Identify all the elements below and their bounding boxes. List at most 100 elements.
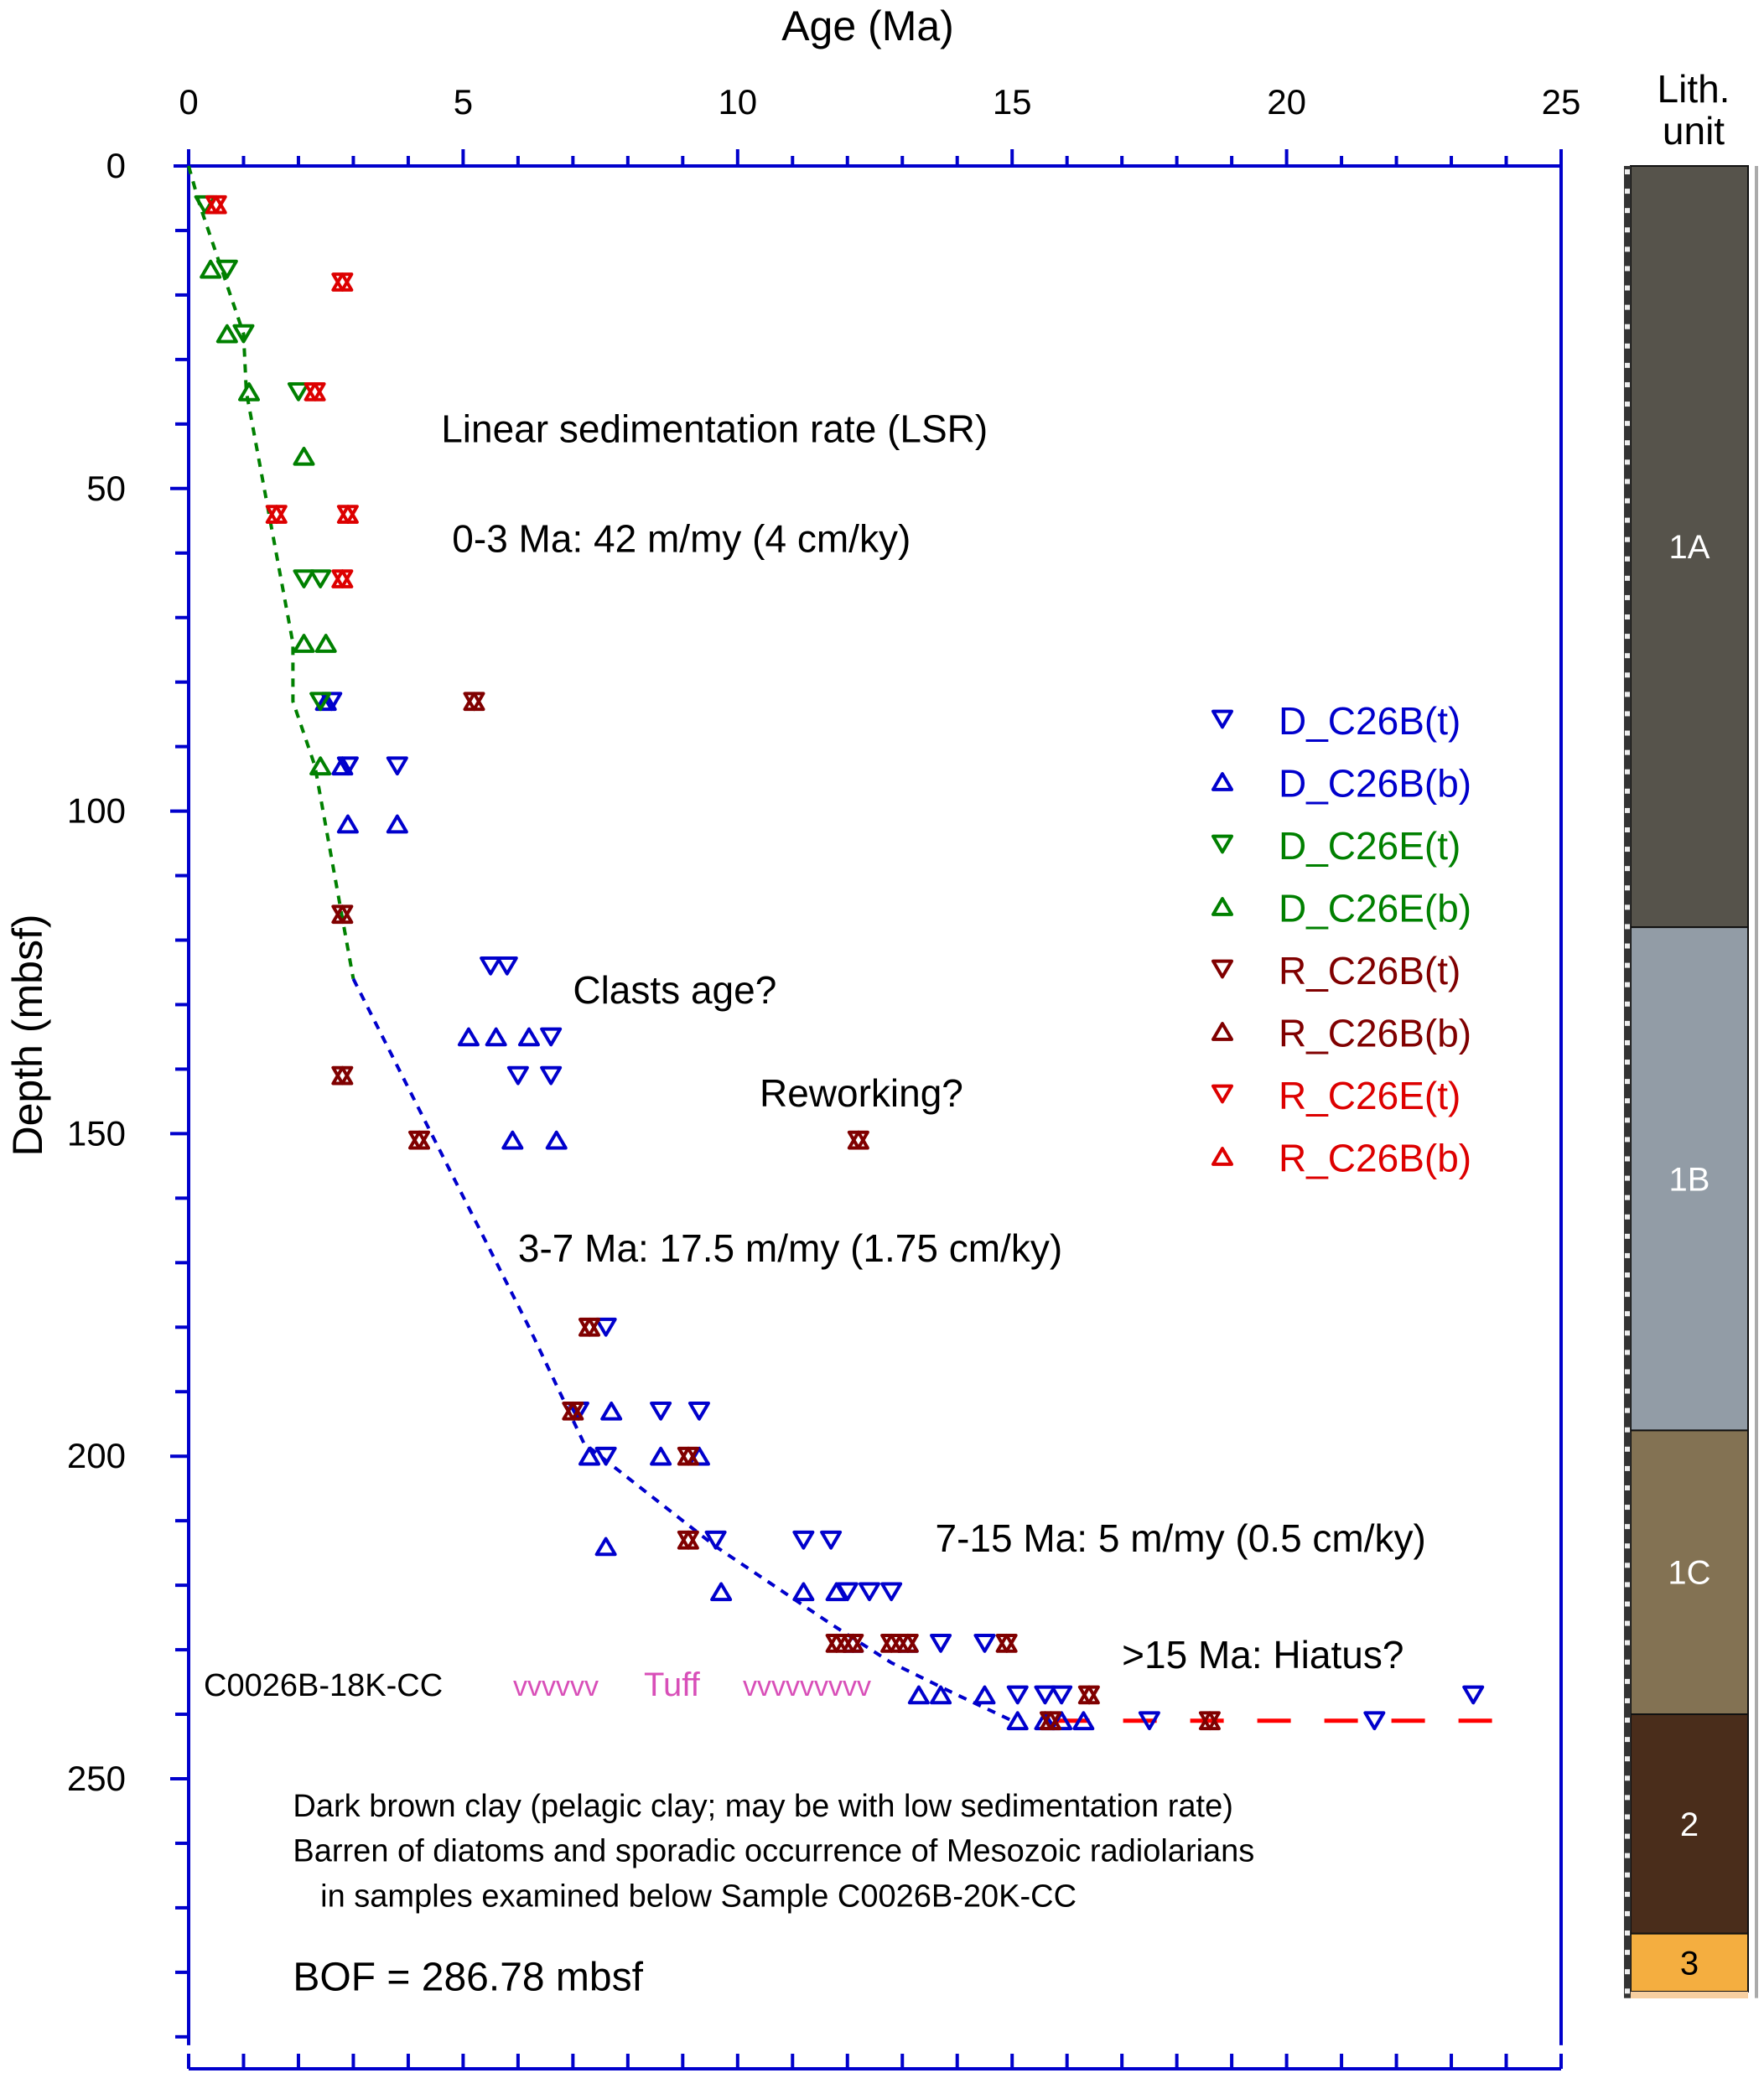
- lithology-scale-tick: [1625, 440, 1630, 446]
- lithology-scale-tick: [1625, 1292, 1630, 1298]
- x-tick-label: 20: [1267, 82, 1306, 122]
- lithology-scale-tick: [1625, 1117, 1630, 1123]
- lithology-scale-tick: [1625, 1659, 1630, 1665]
- lithology-scale-tick: [1625, 536, 1630, 542]
- lithology-scale-tick: [1625, 807, 1630, 813]
- lithology-scale-tick: [1625, 1233, 1630, 1239]
- lithology-unit-label: 1C: [1668, 1555, 1710, 1592]
- data-point: [331, 1065, 354, 1086]
- data-point: [842, 1634, 864, 1653]
- x-tick-label: 0: [179, 82, 198, 122]
- legend-marker: [1211, 1147, 1233, 1166]
- lithology-scale-tick: [1625, 904, 1630, 910]
- legend-label: R_C26B(b): [1279, 1137, 1471, 1180]
- data-point: [594, 1537, 617, 1557]
- lithology-unit-3: [1630, 1932, 1749, 1993]
- data-point: [650, 1446, 672, 1466]
- data-point: [386, 756, 408, 776]
- tuff-pattern-right: vvvvvvvvv: [743, 1671, 871, 1702]
- lithology-scale-tick: [1625, 246, 1630, 252]
- annotation-text: Reworking?: [760, 1071, 963, 1115]
- series-5: [331, 692, 1221, 1731]
- series-7: [205, 194, 359, 588]
- lithology-unit-label: 1B: [1669, 1161, 1710, 1198]
- lithology-scale-tick: [1625, 614, 1630, 620]
- lithology-scale-tick: [1625, 943, 1630, 949]
- lithology-scale-tick: [1625, 1020, 1630, 1026]
- lithology-unit-1B: [1630, 926, 1749, 1432]
- lithology-scale-tick: [1625, 1737, 1630, 1743]
- lithology-scale-tick: [1625, 1330, 1630, 1336]
- data-point: [314, 634, 337, 653]
- data-point: [907, 1685, 930, 1705]
- data-point: [973, 1685, 996, 1705]
- data-point: [858, 1582, 880, 1602]
- series-3: [200, 259, 337, 776]
- data-point: [594, 1446, 617, 1466]
- data-point: [215, 324, 238, 344]
- legend-marker: [1211, 897, 1233, 916]
- y-tick-label: 0: [106, 146, 126, 185]
- lithology-scale-tick: [1625, 498, 1630, 504]
- data-point: [200, 259, 222, 279]
- lithology-scale-tick: [1625, 1697, 1630, 1703]
- lithology-scale-tick: [1625, 982, 1630, 987]
- lithology-scale-tick: [1625, 594, 1630, 600]
- lithology-scale-tick: [1625, 866, 1630, 872]
- lithology-scale-tick: [1625, 556, 1630, 562]
- lithology-unit-2: [1630, 1713, 1749, 1935]
- data-point: [930, 1634, 952, 1653]
- data-point: [995, 1634, 1018, 1653]
- lithology-scale-tick: [1625, 1214, 1630, 1220]
- lithology-scale-tick: [1625, 1833, 1630, 1839]
- data-point: [1040, 1711, 1062, 1731]
- data-point: [293, 569, 315, 588]
- lithology-scale-tick: [1625, 285, 1630, 291]
- annotation-text: 7-15 Ma: 5 m/my (0.5 cm/ky): [936, 1516, 1426, 1560]
- data-point: [232, 324, 255, 344]
- lithology-scale-tick: [1625, 1795, 1630, 1801]
- lithology-scale-tick: [1625, 1620, 1630, 1626]
- lithology-scale-tick: [1625, 1272, 1630, 1278]
- lithology-scale-tick: [1625, 1678, 1630, 1684]
- data-point: [677, 1530, 699, 1550]
- data-point: [336, 505, 359, 524]
- data-point: [600, 1401, 623, 1421]
- lithology-scale-tick: [1625, 1446, 1630, 1452]
- data-point: [205, 194, 227, 215]
- lithology-scale-tick: [1625, 1252, 1630, 1258]
- lithology-scale-tick: [1625, 1950, 1630, 1956]
- x-tick-label: 15: [993, 82, 1032, 122]
- lithology-unit-1C: [1630, 1429, 1749, 1716]
- lithology-scale-tick: [1625, 1524, 1630, 1530]
- data-point: [847, 1130, 869, 1150]
- lithology-scale-tick: [1625, 653, 1630, 659]
- lithology-scale-tick: [1625, 1137, 1630, 1143]
- lithology-scale-tick: [1625, 1407, 1630, 1413]
- data-point: [820, 1530, 843, 1550]
- legend-label: D_C26E(t): [1279, 824, 1460, 868]
- lithology-scale-tick: [1625, 1775, 1630, 1781]
- data-point: [650, 1401, 672, 1421]
- lithology-scale-tick: [1625, 1427, 1630, 1433]
- tuff-sample-label: C0026B-18K-CC: [204, 1668, 443, 1703]
- lithology-scale-tick: [1625, 672, 1630, 678]
- data-point: [309, 692, 332, 712]
- lithology-scale-tick: [1625, 575, 1630, 581]
- data-point: [238, 382, 261, 402]
- lithology-scale-tick: [1625, 1988, 1630, 1994]
- annotations: Linear sedimentation rate (LSR) 0-3 Ma: 4…: [293, 407, 1425, 2000]
- data-point: [1462, 1685, 1485, 1705]
- data-point: [331, 756, 354, 776]
- data-point: [331, 569, 354, 588]
- annotation-text: Barren of diatoms and sporadic occurrenc…: [293, 1834, 1254, 1869]
- legend-marker: [1211, 1084, 1233, 1104]
- data-point: [501, 1130, 524, 1150]
- lithology-scale-tick: [1625, 1098, 1630, 1104]
- trend-line: [187, 165, 355, 980]
- lithology-scale-tick: [1625, 1601, 1630, 1607]
- annotation-text: 0-3 Ma: 42 m/my (4 cm/ky): [452, 516, 911, 560]
